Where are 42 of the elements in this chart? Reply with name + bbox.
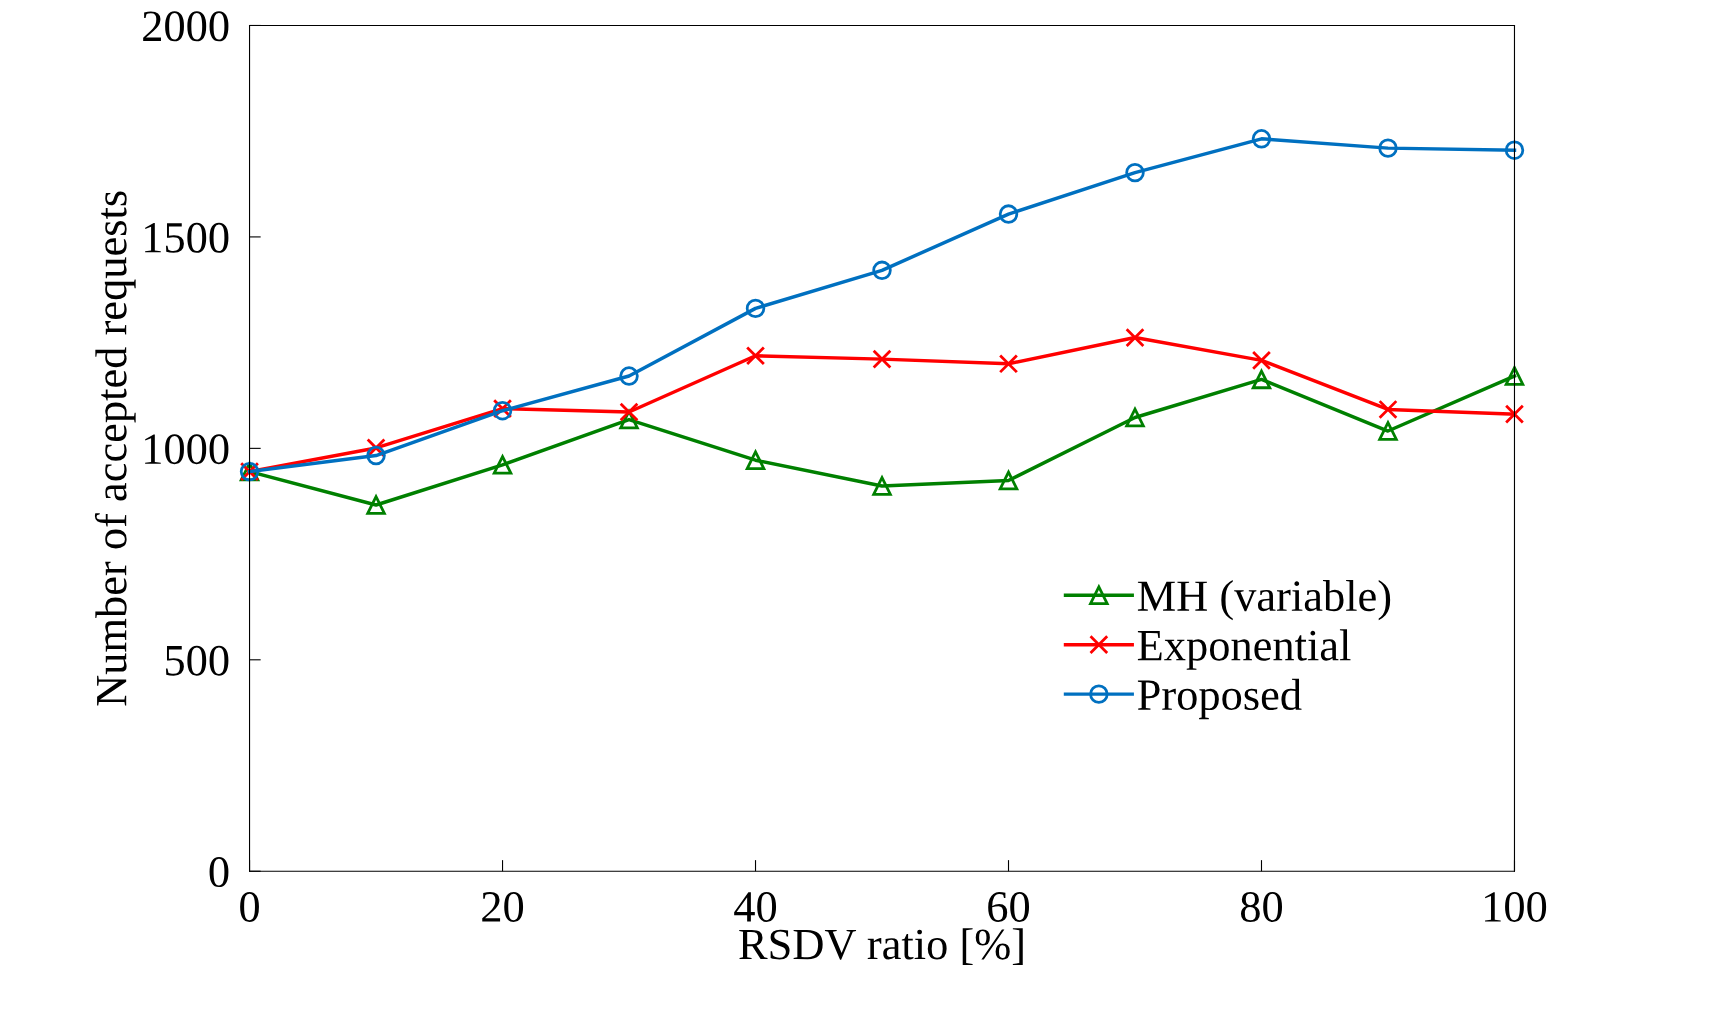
point	[1125, 327, 1145, 348]
point	[998, 470, 1019, 491]
point	[872, 260, 892, 281]
point	[1378, 399, 1398, 420]
y-tick-label: 2000	[143, 11, 229, 42]
point	[1125, 407, 1145, 428]
y-tick-label: 500	[166, 645, 229, 676]
x-tick-label: 40	[734, 891, 777, 922]
point	[1504, 366, 1525, 386]
x-tick-label: 20	[482, 891, 524, 922]
point	[1378, 138, 1398, 158]
point	[745, 298, 766, 319]
y-axis-title: Number of accepted requests	[94, 191, 136, 706]
legend-label: Proposed	[1137, 678, 1302, 720]
point	[1125, 162, 1145, 183]
point	[872, 349, 892, 369]
y-tick-label: 1500	[145, 222, 229, 253]
point	[366, 445, 386, 466]
point	[998, 204, 1019, 224]
x-tick-label: 80	[1240, 891, 1283, 922]
point	[492, 455, 513, 475]
point	[1251, 350, 1272, 371]
legend-label: Exponential	[1137, 629, 1351, 670]
point	[1504, 140, 1525, 160]
x-tick-label: 60	[988, 891, 1030, 922]
point	[366, 495, 386, 515]
point	[1251, 129, 1272, 149]
point	[1378, 421, 1398, 441]
x-axis-title: RSDV ratio [%]	[739, 928, 1023, 965]
point	[1504, 404, 1525, 424]
point	[872, 476, 892, 496]
point	[619, 402, 639, 422]
legend-label: MH (variable)	[1137, 579, 1391, 621]
point	[998, 354, 1019, 374]
point	[619, 366, 639, 386]
y-tick-label: 0	[209, 857, 229, 888]
point	[745, 450, 766, 470]
y-tick-label: 1000	[145, 434, 229, 465]
point	[1251, 369, 1272, 390]
point	[745, 346, 766, 366]
x-tick-label: 0	[240, 891, 259, 922]
x-tick-label: 100	[1485, 891, 1547, 922]
